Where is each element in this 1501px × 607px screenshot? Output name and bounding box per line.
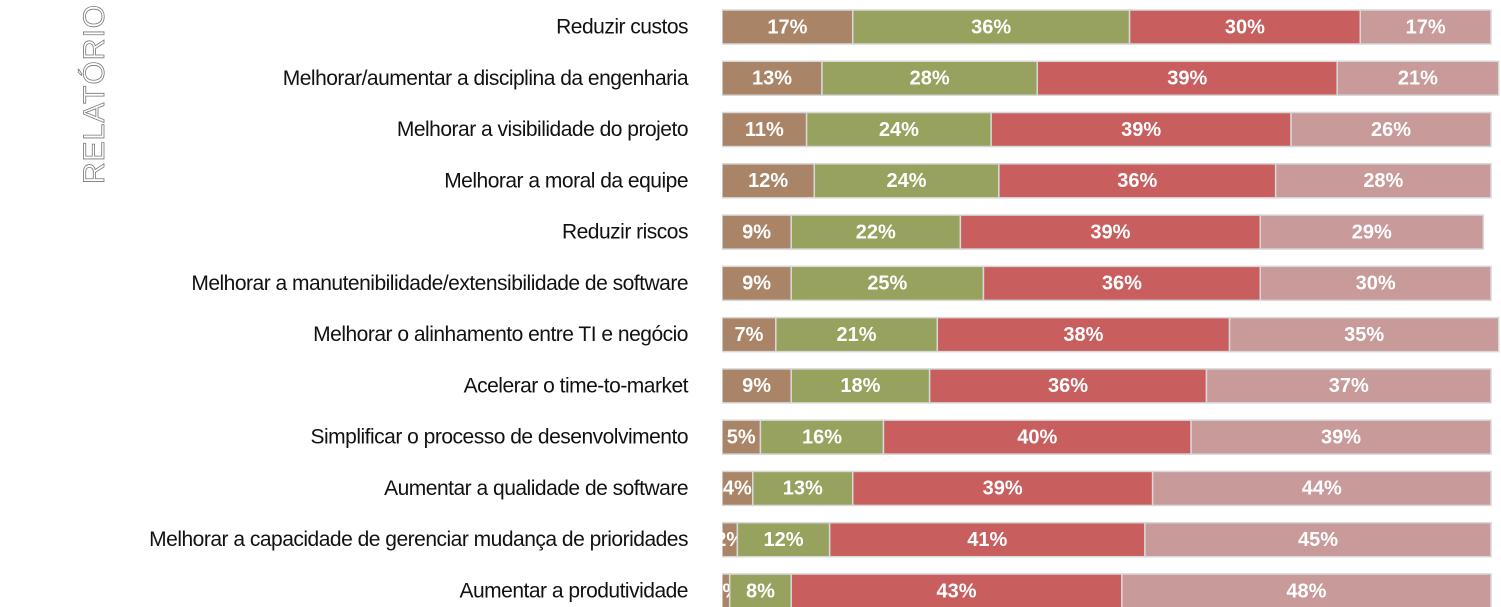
- bar-segment: [722, 111, 808, 148]
- category-label: Melhorar o alinhamento entre TI e negóci…: [313, 323, 688, 346]
- bar-segment: [722, 163, 816, 199]
- segment-label: 35%: [1344, 324, 1384, 346]
- segment-label: 39%: [1090, 221, 1130, 243]
- bar-segment: [936, 316, 1231, 353]
- bar-segment: [722, 316, 777, 353]
- bar-segment: [1290, 111, 1492, 148]
- category-label: Melhorar a visibilidade do projeto: [397, 118, 688, 141]
- segment-label: 29%: [1352, 221, 1392, 243]
- segment-label: 28%: [910, 68, 950, 90]
- bar-segment: [1144, 521, 1492, 558]
- segment-label: 43%: [937, 580, 977, 602]
- bar-segment: [851, 470, 1154, 507]
- segment-label: 9%: [742, 375, 771, 397]
- segment-label: 17%: [767, 16, 807, 38]
- bar-segment: [805, 111, 992, 148]
- segment-label: 5%: [727, 426, 756, 448]
- bar-segment: [790, 265, 985, 302]
- bar-segment: [1205, 368, 1492, 404]
- category-label: Acelerar o time-to-market: [464, 374, 689, 397]
- segment-label: 4%: [723, 478, 752, 500]
- segment-label: 40%: [1017, 426, 1057, 448]
- bar-segment: [722, 368, 792, 404]
- segment-label: 11%: [745, 119, 784, 141]
- bar-segment: [959, 214, 1262, 250]
- side-label: RELATÓRIO: [78, 4, 111, 184]
- bar-segment: [1128, 9, 1362, 45]
- segment-label: 26%: [1371, 119, 1411, 141]
- segment-label: 17%: [1406, 16, 1446, 38]
- bar-segment: [1336, 60, 1500, 97]
- segment-label: 21%: [837, 324, 877, 346]
- category-label: Melhorar a manutenibilidade/extensibilid…: [191, 272, 688, 295]
- bars: 17% 36% 30% 17% 13% 28% 39% 21% 11% 24% 39% 26% 12% 2…: [722, 9, 1500, 607]
- category-label: Reduzir riscos: [562, 221, 688, 244]
- segment-label: 28%: [1363, 170, 1403, 192]
- segment-label: 13%: [752, 68, 792, 90]
- segment-label: 36%: [1117, 170, 1157, 192]
- segment-label: 9%: [742, 273, 771, 295]
- bar-segment: [928, 368, 1208, 404]
- bar-segment: [1121, 573, 1492, 607]
- bar-segment: [1259, 214, 1485, 250]
- segment-label: 8%: [746, 580, 775, 602]
- category-label: Reduzir custos: [556, 16, 688, 39]
- segment-label: 39%: [1121, 119, 1161, 141]
- segment-label: 12%: [764, 529, 804, 551]
- segment-label: 18%: [840, 375, 880, 397]
- segment-label: 45%: [1298, 529, 1338, 551]
- segment-label: 39%: [1321, 426, 1361, 448]
- bar-segment: [1228, 316, 1500, 353]
- segment-label: 39%: [1167, 68, 1207, 90]
- bar-segment: [1190, 419, 1492, 455]
- category-label: Simplificar o processo de desenvolviment…: [310, 426, 688, 449]
- bar-segment: [1274, 163, 1492, 199]
- segment-label: 39%: [983, 478, 1023, 500]
- category-label: Aumentar a produtividade: [460, 580, 689, 603]
- bar-segment: [790, 368, 931, 404]
- bar-segment: [998, 163, 1277, 199]
- segment-label: 24%: [887, 170, 927, 192]
- segment-label: 13%: [783, 478, 823, 500]
- segment-label: 7%: [734, 324, 763, 346]
- segment-label: 12%: [748, 170, 788, 192]
- segment-label: 36%: [971, 16, 1011, 38]
- category-label: Melhorar a moral da equipe: [444, 169, 688, 192]
- bar-segment: [1359, 9, 1492, 45]
- bar-segment: [813, 163, 1000, 199]
- segment-label: 22%: [856, 221, 896, 243]
- segment-label: 44%: [1302, 478, 1342, 500]
- segment-label: 37%: [1329, 375, 1369, 397]
- segment-label: 38%: [1063, 324, 1103, 346]
- segment-label: 16%: [802, 426, 842, 448]
- segment-label: 21%: [1398, 68, 1438, 90]
- segment-label: 41%: [967, 529, 1007, 551]
- bar-segment: [1259, 265, 1492, 302]
- category-label: Melhorar a capacidade de gerenciar mudan…: [149, 528, 688, 551]
- segment-label: 30%: [1225, 16, 1265, 38]
- bar-segment: [1151, 470, 1492, 507]
- segment-label: 25%: [867, 273, 907, 295]
- segment-label: 30%: [1356, 273, 1396, 295]
- bar-segment: [752, 470, 854, 507]
- segment-label: 36%: [1102, 273, 1142, 295]
- segment-label: 48%: [1286, 580, 1326, 602]
- bar-segment: [982, 265, 1262, 302]
- bar-segment: [851, 9, 1131, 45]
- bar-segment: [790, 214, 962, 250]
- category-label: Melhorar/aumentar a disciplina da engenh…: [283, 67, 689, 90]
- category-label: Aumentar a qualidade de software: [384, 477, 688, 500]
- bar-segment: [728, 573, 792, 607]
- bar-segment: [722, 470, 754, 507]
- segment-label: 9%: [742, 221, 771, 243]
- segment-label: 36%: [1048, 375, 1088, 397]
- segment-label: 24%: [879, 119, 919, 141]
